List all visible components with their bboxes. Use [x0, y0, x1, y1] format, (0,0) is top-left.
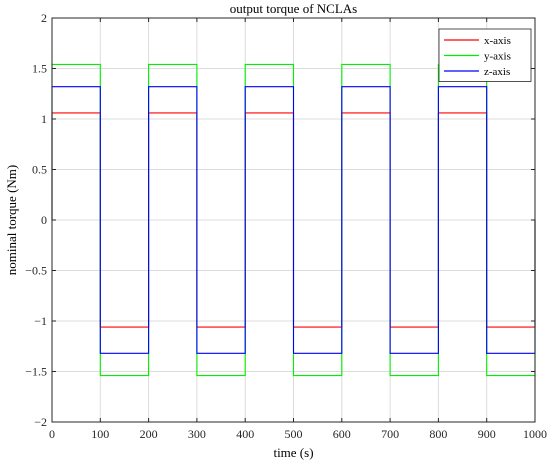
- legend-label-z-axis: z-axis: [484, 66, 510, 78]
- x-axis-title: time (s): [273, 445, 313, 460]
- y-tick-label: −2: [34, 415, 47, 429]
- x-ticks: 0 100 200 300 400 500 600 700 800 900 1000: [49, 18, 547, 441]
- y-tick-label: 0.5: [32, 163, 47, 177]
- x-tick-label: 500: [285, 427, 303, 441]
- x-tick-label: 1000: [523, 427, 547, 441]
- y-tick-label: 1.5: [32, 62, 47, 76]
- y-tick-label: −0.5: [25, 264, 47, 278]
- x-tick-label: 300: [188, 427, 206, 441]
- legend: x-axis y-axis z-axis: [438, 28, 532, 82]
- x-tick-label: 600: [333, 427, 351, 441]
- x-tick-label: 0: [49, 427, 55, 441]
- x-tick-label: 400: [236, 427, 254, 441]
- x-tick-label: 200: [140, 427, 158, 441]
- x-tick-label: 800: [429, 427, 447, 441]
- x-tick-label: 900: [478, 427, 496, 441]
- legend-label-x-axis: x-axis: [484, 35, 511, 47]
- y-axis-title: nominal torque (Nm): [4, 165, 19, 275]
- y-tick-label: 0: [41, 213, 47, 227]
- x-tick-label: 700: [381, 427, 399, 441]
- y-tick-label: 2: [41, 11, 47, 25]
- y-tick-label: −1.5: [25, 365, 47, 379]
- y-ticks: −2 −1.5 −1 −0.5 0 0.5 1 1.5 2: [25, 11, 535, 429]
- y-tick-label: −1: [34, 314, 47, 328]
- y-tick-label: 1: [41, 112, 47, 126]
- x-tick-label: 100: [91, 427, 109, 441]
- chart-title: output torque of NCLAs: [230, 1, 357, 16]
- series-line-z-axis: [51, 86, 536, 354]
- legend-label-y-axis: y-axis: [484, 51, 511, 63]
